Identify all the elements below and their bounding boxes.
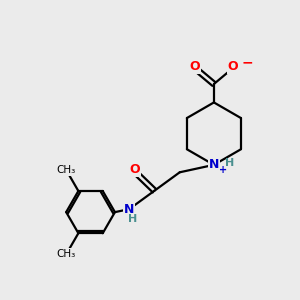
Text: CH₃: CH₃	[56, 165, 75, 176]
Text: H: H	[225, 158, 234, 168]
Text: N: N	[209, 158, 219, 171]
Text: O: O	[130, 164, 140, 176]
Text: O: O	[190, 60, 200, 73]
Text: H: H	[128, 214, 137, 224]
Text: −: −	[242, 56, 254, 70]
Text: O: O	[228, 60, 238, 73]
Text: N: N	[124, 202, 134, 216]
Text: CH₃: CH₃	[56, 249, 75, 259]
Text: +: +	[219, 165, 227, 175]
